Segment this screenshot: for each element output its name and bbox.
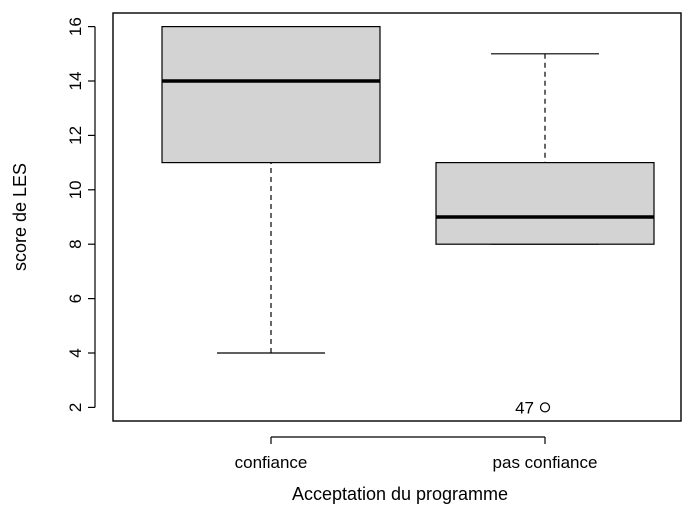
outlier-label: 47 [515,398,534,417]
y-tick-label: 10 [66,180,85,199]
outlier-point [539,402,551,413]
y-tick-label: 14 [66,72,85,91]
boxes: 47 [161,26,655,417]
y-tick-label: 16 [66,17,85,36]
box-group [161,26,381,354]
x-axis: confiance pas confiance [235,436,598,472]
y-axis-title: score de LES [10,163,30,271]
y-tick-label: 8 [66,239,85,248]
plot-frame [112,12,682,422]
iqr-box [161,26,381,164]
y-axis: 2 4 6 8 10 12 14 16 [66,17,96,412]
x-tick-label: pas confiance [493,453,598,472]
x-axis-title: Acceptation du programme [292,484,508,504]
y-tick-label: 2 [66,403,85,412]
x-tick-label: confiance [235,453,308,472]
box-group: 47 [435,53,655,417]
y-tick-label: 6 [66,294,85,303]
y-tick-label: 12 [66,126,85,145]
y-tick-label: 4 [66,348,85,357]
iqr-box [435,162,655,245]
